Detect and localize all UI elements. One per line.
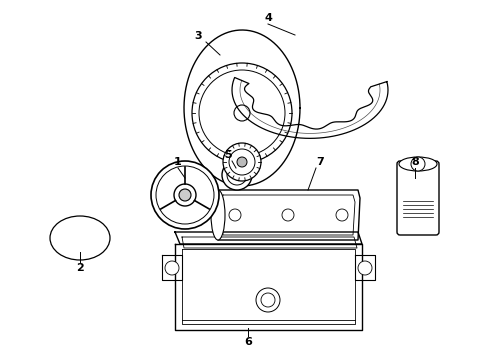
- Text: 2: 2: [76, 263, 84, 273]
- Circle shape: [222, 160, 252, 190]
- Circle shape: [199, 70, 285, 156]
- Text: 3: 3: [194, 31, 202, 41]
- Circle shape: [156, 166, 214, 224]
- Circle shape: [411, 157, 425, 171]
- Circle shape: [151, 161, 219, 229]
- Circle shape: [256, 288, 280, 312]
- Ellipse shape: [399, 157, 437, 171]
- Ellipse shape: [67, 229, 93, 247]
- Ellipse shape: [211, 190, 225, 240]
- Circle shape: [261, 293, 275, 307]
- Text: 5: 5: [224, 150, 232, 160]
- Ellipse shape: [71, 232, 89, 244]
- Ellipse shape: [63, 226, 97, 250]
- Circle shape: [282, 209, 294, 221]
- Circle shape: [358, 261, 372, 275]
- Circle shape: [174, 184, 196, 206]
- FancyBboxPatch shape: [397, 161, 439, 235]
- Circle shape: [229, 209, 241, 221]
- Ellipse shape: [50, 216, 110, 260]
- Text: 1: 1: [174, 157, 182, 167]
- Text: 4: 4: [264, 13, 272, 23]
- Circle shape: [223, 143, 261, 181]
- Circle shape: [233, 171, 241, 179]
- Text: 6: 6: [244, 337, 252, 347]
- Text: 8: 8: [411, 157, 419, 167]
- Circle shape: [336, 209, 348, 221]
- Circle shape: [229, 149, 255, 175]
- Text: 7: 7: [316, 157, 324, 167]
- Circle shape: [179, 189, 191, 201]
- Ellipse shape: [59, 223, 101, 253]
- Circle shape: [192, 63, 292, 163]
- Circle shape: [165, 261, 179, 275]
- Ellipse shape: [55, 220, 105, 256]
- Circle shape: [234, 105, 250, 121]
- Circle shape: [237, 157, 247, 167]
- Circle shape: [227, 165, 247, 185]
